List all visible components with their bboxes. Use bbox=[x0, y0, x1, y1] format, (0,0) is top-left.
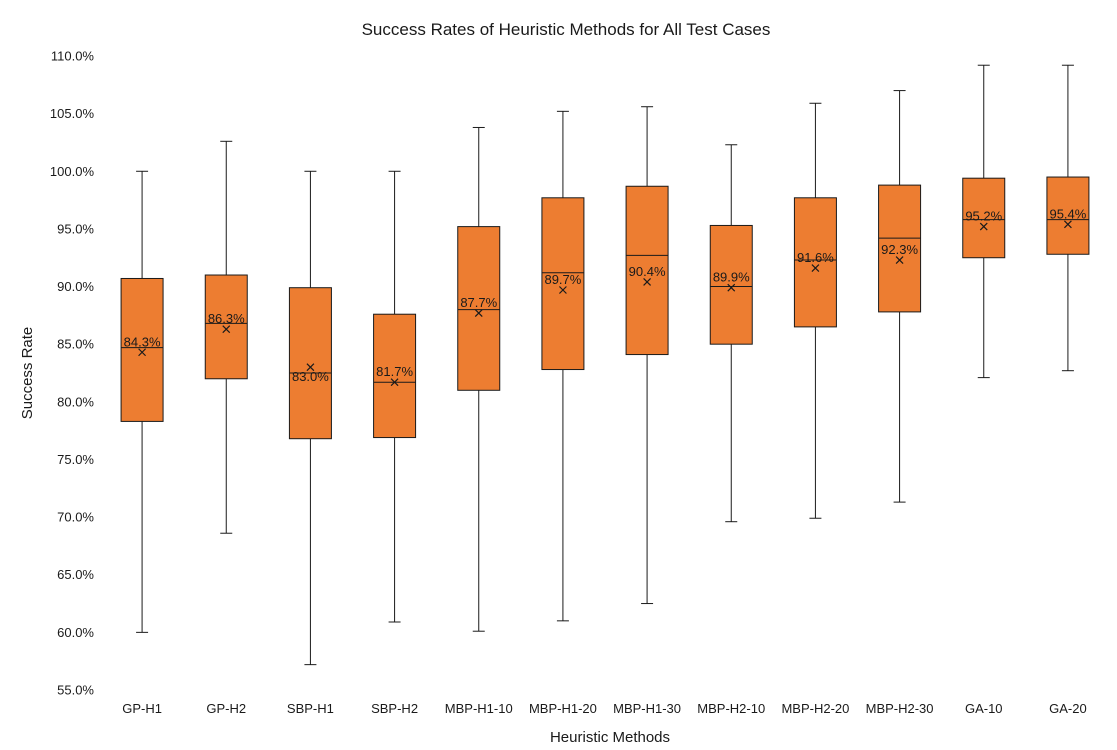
iqr-box bbox=[709, 224, 753, 345]
y-tick-label: 65.0% bbox=[57, 567, 94, 582]
y-tick-label: 95.0% bbox=[57, 221, 94, 236]
box-group: 86.3% bbox=[204, 140, 248, 534]
mean-data-label: 86.3% bbox=[208, 311, 245, 326]
x-axis: GP-H1 GP-H2 SBP-H1 SBP-H2 MBP-H1-10 MBP-H1-20… bbox=[122, 701, 1086, 716]
box-group: 92.3% bbox=[878, 90, 922, 503]
x-tick-label: MBP-H1-10 bbox=[445, 701, 513, 716]
y-tick-label: 85.0% bbox=[57, 337, 94, 352]
chart-title: Success Rates of Heuristic Methods for A… bbox=[362, 20, 771, 39]
iqr-box bbox=[1046, 176, 1090, 255]
box-group: 89.9% bbox=[709, 144, 753, 523]
y-tick-label: 105.0% bbox=[50, 106, 95, 121]
y-axis: 55.0% 60.0% 65.0% 70.0% 75.0% 80.0% 85.0% 90.0%… bbox=[50, 49, 95, 698]
box-group: 95.2% bbox=[962, 64, 1006, 379]
x-tick-label: MBP-H1-20 bbox=[529, 701, 597, 716]
x-tick-label: MBP-H1-30 bbox=[613, 701, 681, 716]
x-tick-label: GP-H2 bbox=[206, 701, 246, 716]
iqr-box bbox=[457, 226, 501, 391]
box-group: 81.7% bbox=[373, 170, 417, 623]
mean-marker bbox=[1063, 220, 1072, 229]
mean-data-label: 91.6% bbox=[797, 250, 834, 265]
mean-data-label: 89.7% bbox=[544, 272, 581, 287]
box-group: 90.4% bbox=[625, 106, 669, 605]
box-group: 84.3% bbox=[120, 170, 164, 633]
mean-marker bbox=[727, 283, 736, 292]
box-group: 83.0% bbox=[288, 170, 332, 666]
x-tick-label: GP-H1 bbox=[122, 701, 162, 716]
mean-data-label: 81.7% bbox=[376, 364, 413, 379]
iqr-box bbox=[878, 184, 922, 313]
plot-area: 84.3% 86.3% 83.0% 81.7% 87.7% 89.7% 90.4% 89.9%… bbox=[120, 64, 1090, 666]
y-tick-label: 60.0% bbox=[57, 625, 94, 640]
mean-marker bbox=[979, 222, 988, 231]
iqr-box bbox=[204, 274, 248, 380]
mean-marker bbox=[895, 256, 904, 264]
iqr-box bbox=[793, 197, 837, 328]
mean-data-label: 95.4% bbox=[1049, 206, 1086, 221]
iqr-box bbox=[541, 197, 585, 371]
box-group: 91.6% bbox=[793, 102, 837, 519]
y-tick-label: 70.0% bbox=[57, 510, 94, 525]
mean-marker bbox=[474, 309, 483, 317]
y-axis-title: Success Rate bbox=[19, 327, 36, 420]
mean-data-label: 92.3% bbox=[881, 242, 918, 257]
x-tick-label: MBP-H2-30 bbox=[866, 701, 934, 716]
y-tick-label: 80.0% bbox=[57, 394, 94, 409]
y-tick-label: 100.0% bbox=[50, 164, 95, 179]
mean-marker bbox=[390, 378, 399, 387]
iqr-box bbox=[120, 277, 164, 422]
x-tick-label: SBP-H1 bbox=[287, 701, 334, 716]
box-group: 95.4% bbox=[1046, 64, 1090, 372]
mean-data-label: 83.0% bbox=[292, 369, 329, 384]
y-tick-label: 110.0% bbox=[51, 49, 95, 64]
mean-marker bbox=[138, 348, 147, 357]
y-tick-label: 55.0% bbox=[57, 683, 94, 698]
mean-data-label: 90.4% bbox=[629, 264, 666, 279]
mean-marker bbox=[558, 286, 567, 294]
iqr-box bbox=[288, 287, 332, 440]
x-tick-label: GA-20 bbox=[1049, 701, 1087, 716]
x-tick-label: MBP-H2-20 bbox=[781, 701, 849, 716]
mean-marker bbox=[811, 264, 820, 273]
x-axis-title: Heuristic Methods bbox=[550, 729, 670, 746]
y-tick-label: 75.0% bbox=[57, 452, 94, 467]
mean-marker bbox=[306, 363, 315, 372]
mean-marker bbox=[643, 278, 652, 286]
x-tick-label: SBP-H2 bbox=[371, 701, 418, 716]
iqr-box bbox=[373, 313, 417, 439]
mean-data-label: 84.3% bbox=[124, 334, 161, 349]
box-group: 87.7% bbox=[457, 126, 501, 632]
x-tick-label: MBP-H2-10 bbox=[697, 701, 765, 716]
x-tick-label: GA-10 bbox=[965, 701, 1003, 716]
box-group: 89.7% bbox=[541, 110, 585, 622]
mean-marker bbox=[222, 325, 231, 334]
mean-data-label: 95.2% bbox=[965, 209, 1002, 224]
mean-data-label: 87.7% bbox=[460, 295, 497, 310]
iqr-box bbox=[962, 177, 1006, 259]
mean-data-label: 89.9% bbox=[713, 270, 750, 285]
y-tick-label: 90.0% bbox=[57, 279, 94, 294]
iqr-box bbox=[625, 185, 669, 356]
